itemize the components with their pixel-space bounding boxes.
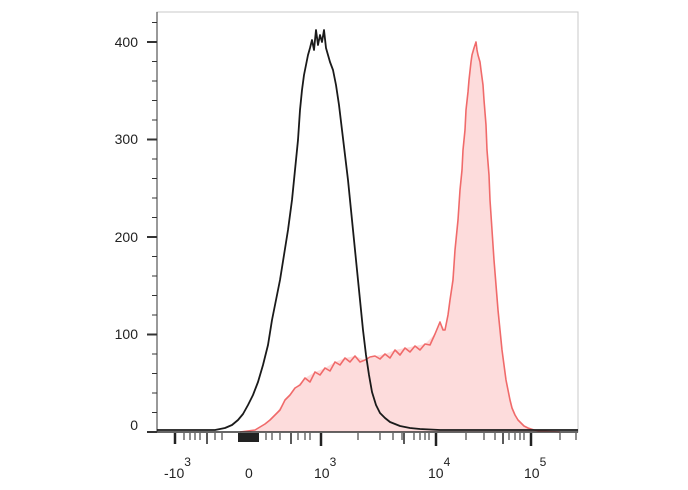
x-label-1e4: 104 — [428, 455, 451, 481]
y-label-100: 100 — [115, 326, 139, 342]
y-tick-labels: 400 300 200 100 0 — [115, 34, 139, 433]
x-tick-labels: -103 0 103 104 105 — [164, 455, 547, 481]
stained-histogram-fill — [240, 45, 560, 432]
y-ticks — [147, 22, 157, 433]
y-label-300: 300 — [115, 131, 139, 147]
stained-histogram-line — [239, 41, 561, 433]
x-label-neg-1e3: -103 — [164, 455, 191, 481]
y-label-200: 200 — [115, 229, 139, 245]
y-label-0: 0 — [130, 417, 138, 433]
x-ticks — [173, 433, 577, 446]
x-label-1e3: 103 — [314, 455, 337, 481]
control-histogram-line — [157, 29, 578, 431]
y-label-400: 400 — [115, 34, 139, 50]
x-label-0: 0 — [245, 465, 253, 481]
x-label-1e5: 105 — [524, 455, 547, 481]
